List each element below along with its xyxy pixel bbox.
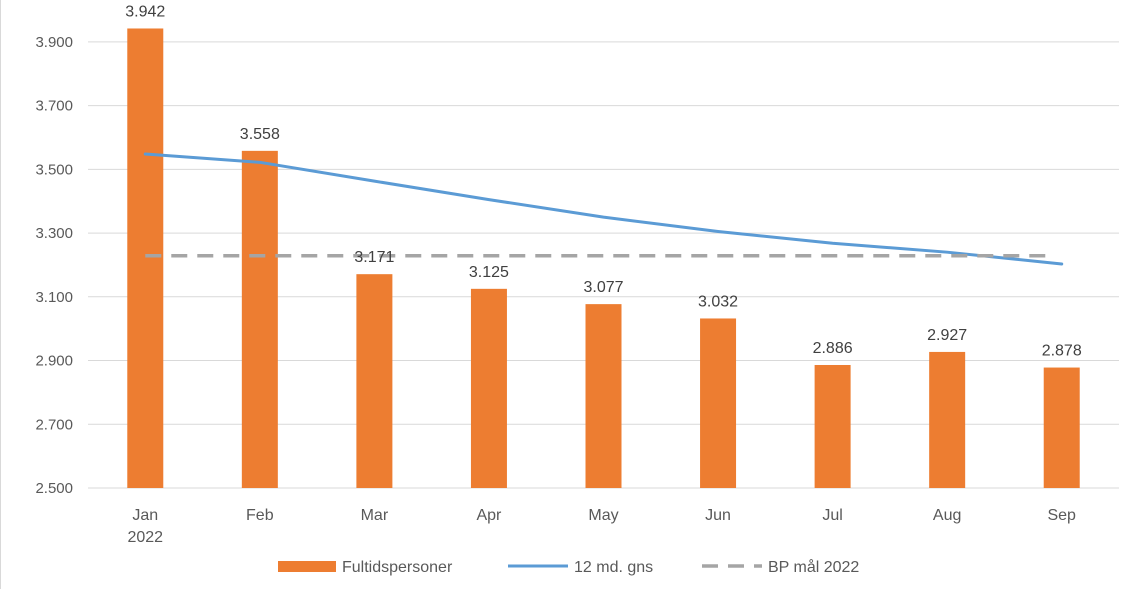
bar: [585, 304, 622, 488]
y-tick-label: 3.300: [35, 225, 73, 242]
x-tick-label: Mar: [361, 507, 389, 524]
y-axis-labels: 2.500 2.700 2.900 3.100 3.300 3.500 3.700 3.900: [35, 34, 73, 497]
legend-label: BP mål 2022: [768, 558, 859, 576]
legend-swatch-bar: [278, 561, 336, 572]
x-tick-label: May: [588, 507, 618, 524]
x-tick-label: Jun: [705, 507, 731, 524]
legend-label: Fultidspersoner: [342, 559, 453, 576]
bar: [127, 28, 164, 488]
data-label: 3.077: [583, 279, 623, 296]
x-tick-label: Apr: [476, 507, 502, 524]
series-line-12md-gns: [143, 152, 1064, 266]
x-tick-label: Sep: [1047, 507, 1076, 524]
bar: [929, 351, 966, 488]
data-labels: 3.942 3.558 3.171 3.125 3.077 3.032 2.886 2.927…: [125, 3, 1082, 359]
y-tick-label: 3.900: [35, 34, 73, 51]
bar: [356, 274, 393, 488]
data-label: 2.927: [927, 327, 967, 344]
y-tick-label: 3.500: [35, 161, 73, 178]
data-label: 3.125: [469, 264, 509, 281]
legend-label: 12 md. gns: [574, 559, 653, 576]
x-axis-labels: Jan 2022 Feb Mar Apr May Jun Jul Aug Sep: [127, 507, 1076, 546]
bars: [127, 28, 1080, 489]
x-tick-label: Aug: [933, 507, 961, 524]
data-label: 2.886: [813, 340, 853, 357]
x-tick-label: Feb: [246, 507, 274, 524]
data-label: 3.171: [354, 249, 394, 266]
legend: Fultidspersoner 12 md. gns BP mål 2022: [278, 558, 859, 576]
y-tick-label: 2.500: [35, 480, 73, 497]
bar: [241, 150, 278, 489]
y-tick-label: 3.700: [35, 98, 73, 115]
bar: [814, 364, 851, 488]
data-label: 3.942: [125, 3, 165, 20]
x-tick-label: Jul: [822, 507, 842, 524]
y-tick-label: 3.100: [35, 289, 73, 306]
y-tick-label: 2.900: [35, 353, 73, 370]
data-label: 3.032: [698, 293, 738, 310]
y-tick-label: 2.700: [35, 416, 73, 433]
bar: [470, 288, 507, 488]
x-tick-label: 2022: [127, 529, 163, 546]
x-tick-label: Jan: [132, 507, 158, 524]
data-label: 3.558: [240, 126, 280, 143]
bar: [1043, 367, 1080, 488]
series-lines: [143, 152, 1064, 266]
bar: [700, 318, 737, 488]
data-label: 2.878: [1042, 343, 1082, 360]
